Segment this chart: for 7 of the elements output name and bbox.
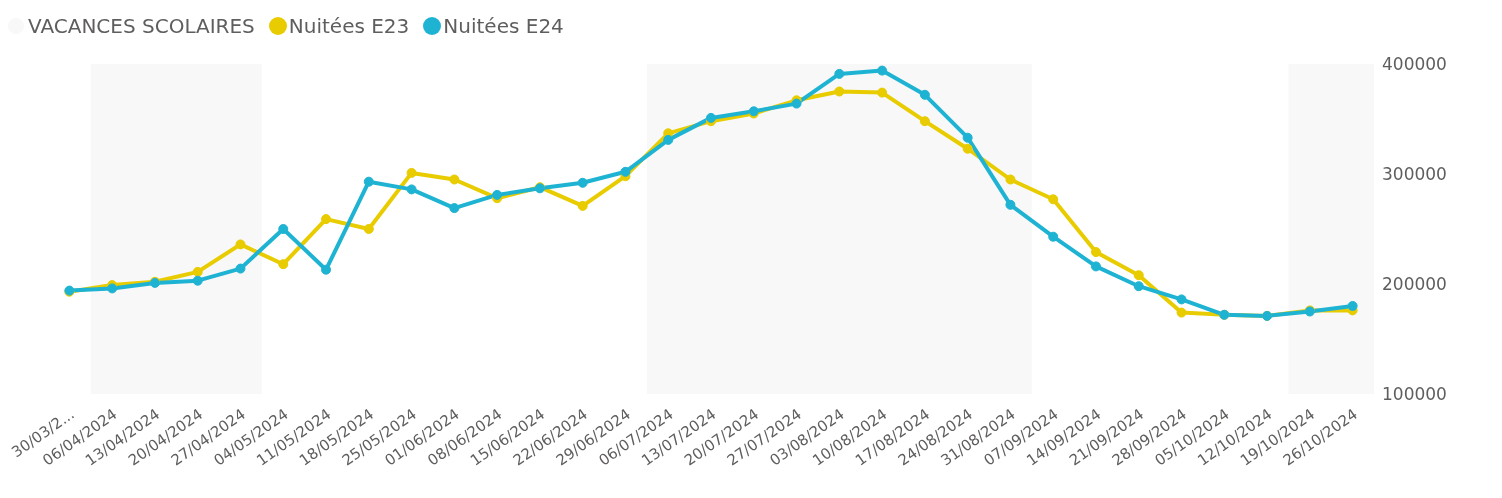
y-tick-label: 300000 — [1382, 164, 1447, 185]
legend-label: VACANCES SCOLAIRES — [27, 14, 255, 38]
legend-label: Nuitées E23 — [287, 14, 410, 38]
y-tick-label: 100000 — [1382, 384, 1447, 405]
legend-label: Nuitées E24 — [442, 14, 564, 38]
y-tick-label: 200000 — [1382, 274, 1447, 295]
y-tick-label: 400000 — [1382, 54, 1447, 75]
